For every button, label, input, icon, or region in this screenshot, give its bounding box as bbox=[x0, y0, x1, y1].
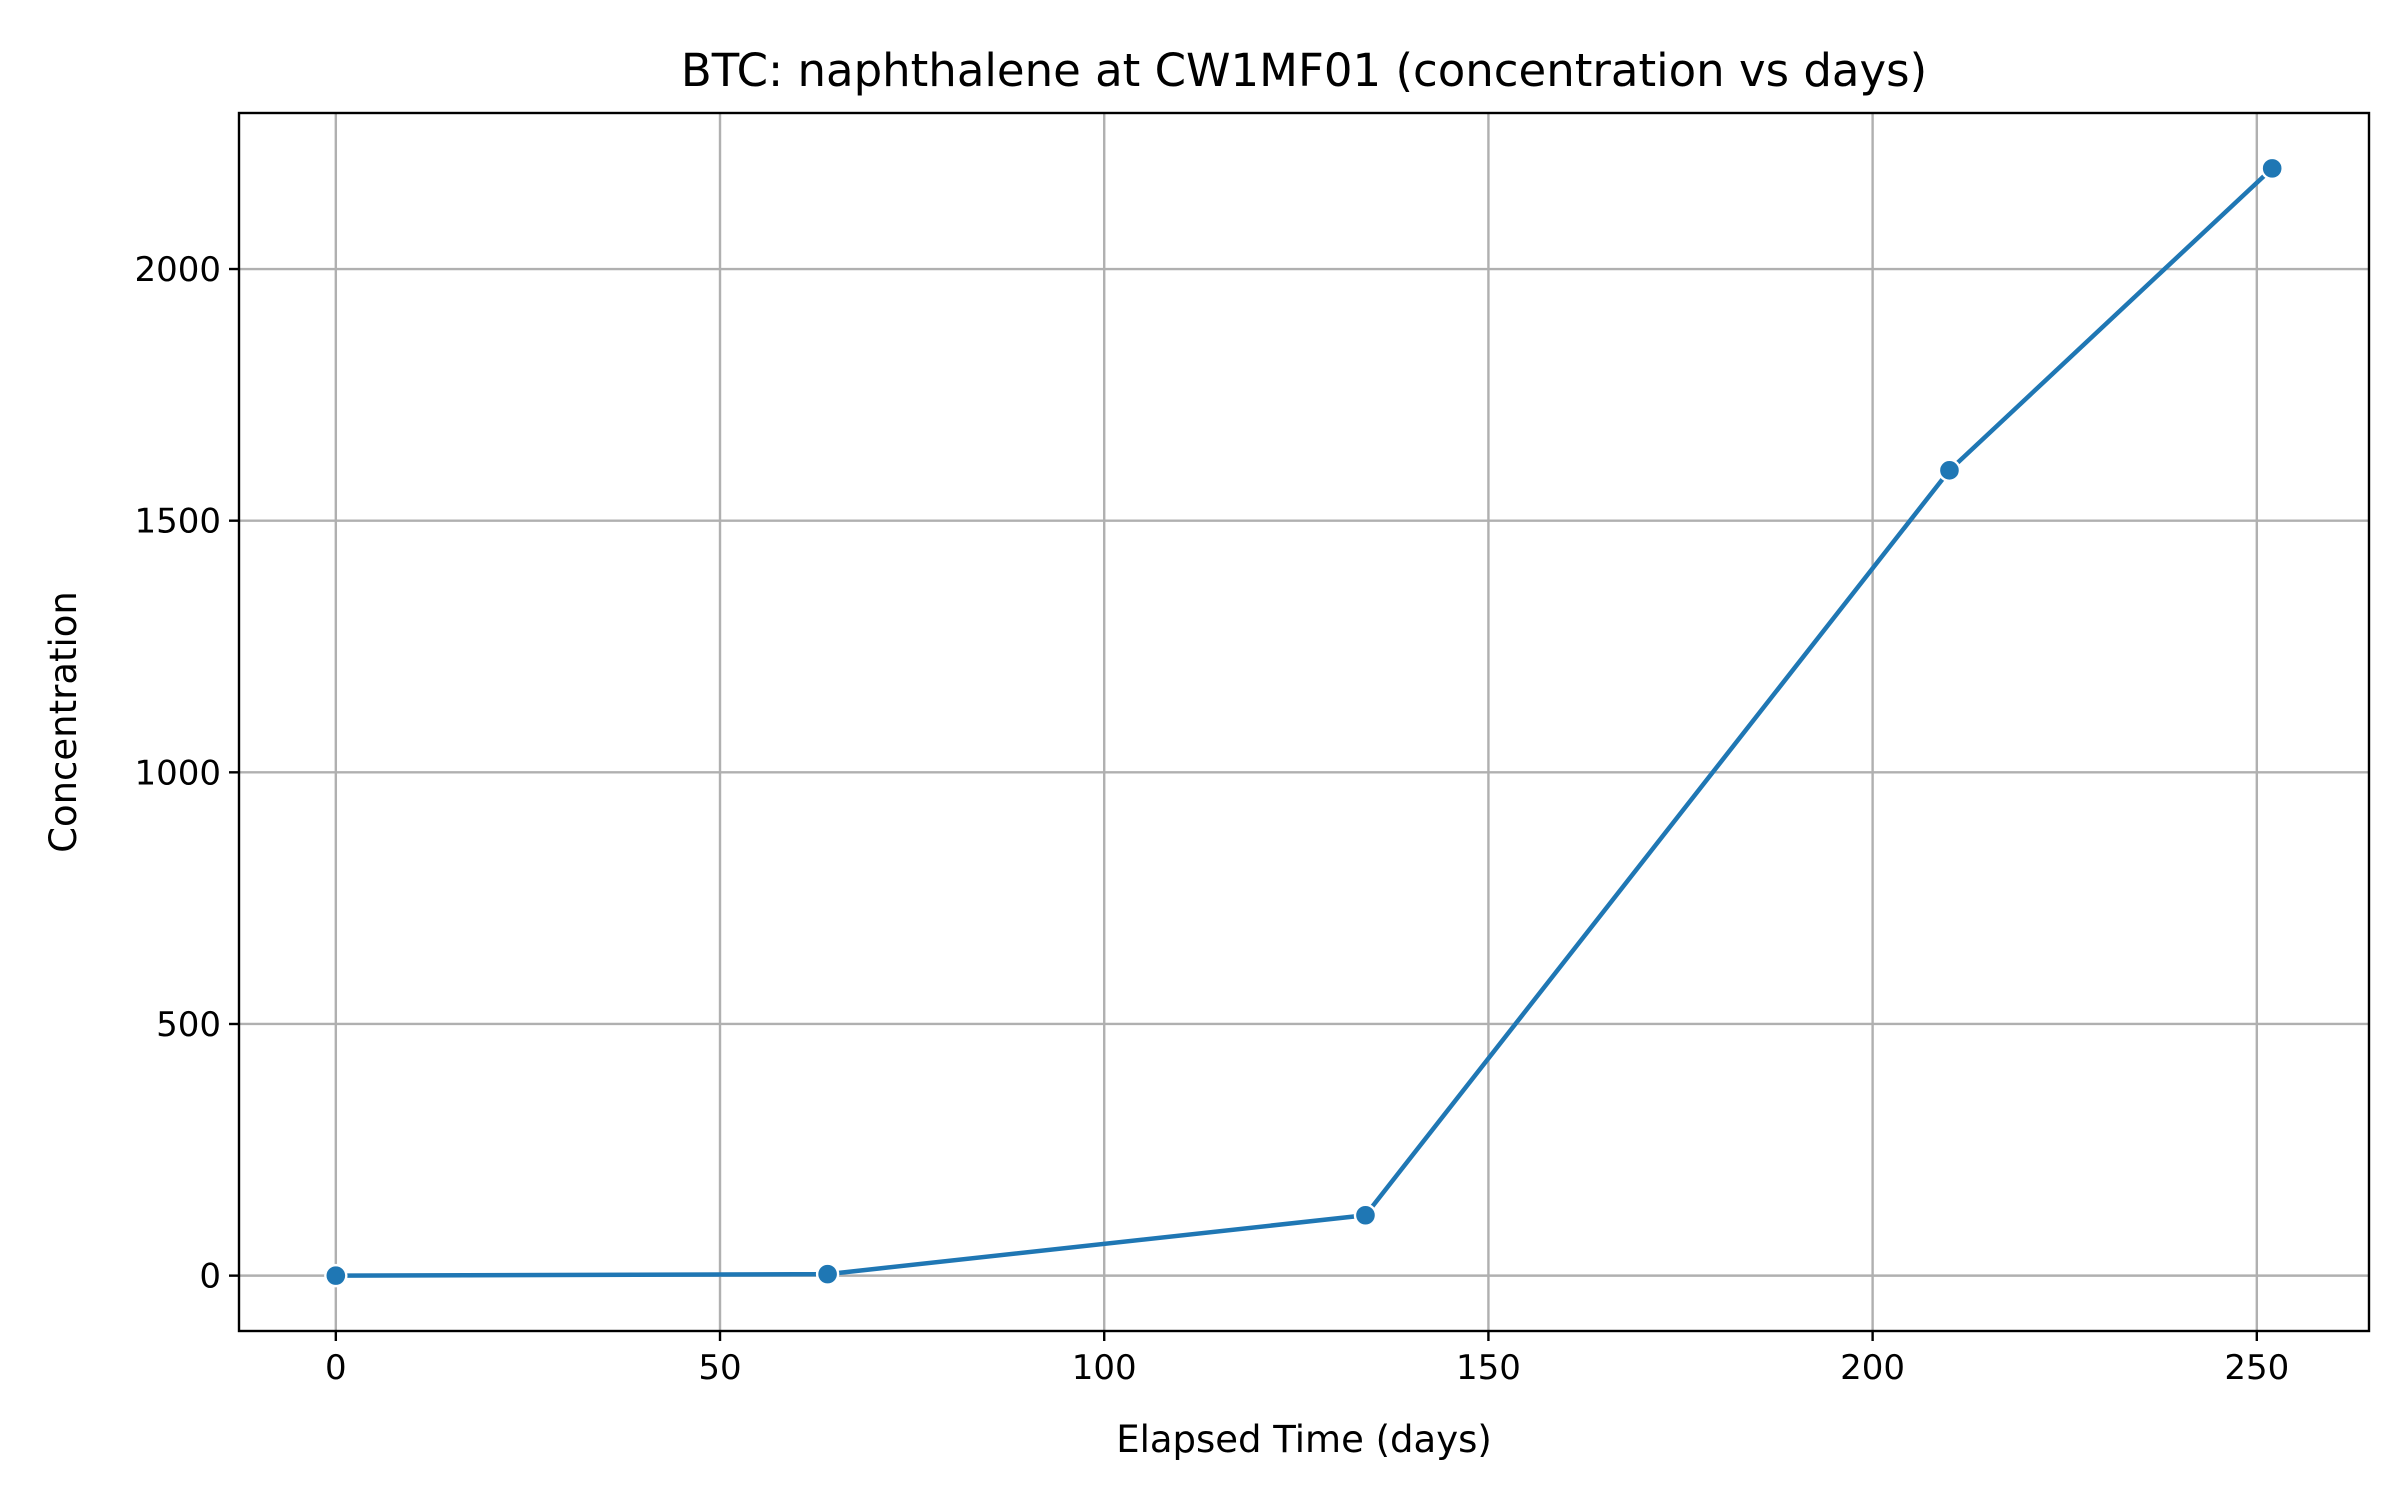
data-point bbox=[324, 1263, 348, 1288]
data-point bbox=[1353, 1203, 1378, 1227]
data-point bbox=[1937, 458, 1962, 483]
y-tick-label: 1000 bbox=[134, 753, 221, 793]
x-tick-label: 50 bbox=[698, 1348, 741, 1388]
x-tick-label: 250 bbox=[2224, 1348, 2289, 1388]
y-tick-label: 2000 bbox=[134, 250, 221, 290]
y-axis-title: Concentration bbox=[42, 591, 85, 853]
x-tick-label: 200 bbox=[1840, 1348, 1905, 1388]
x-tick-label: 150 bbox=[1456, 1348, 1521, 1388]
y-tick-label: 1500 bbox=[134, 502, 221, 542]
plot-frame bbox=[237, 111, 2371, 1333]
data-point bbox=[2260, 156, 2284, 181]
y-tick-label: 0 bbox=[199, 1257, 221, 1297]
series-layer bbox=[324, 156, 2284, 1288]
chart-title: BTC: naphthalene at CW1MF01 (concentrati… bbox=[681, 44, 1927, 97]
data-point bbox=[815, 1262, 840, 1286]
ticks: 0 50 100 150 200 250 0 500 1000 1500 2000 bbox=[134, 250, 2289, 1388]
x-axis-title: Elapsed Time (days) bbox=[1116, 1418, 1492, 1461]
y-tick-label: 500 bbox=[156, 1005, 221, 1045]
grid bbox=[239, 113, 2369, 1331]
x-tick-label: 0 bbox=[325, 1348, 347, 1388]
x-tick-label: 100 bbox=[1072, 1348, 1137, 1388]
